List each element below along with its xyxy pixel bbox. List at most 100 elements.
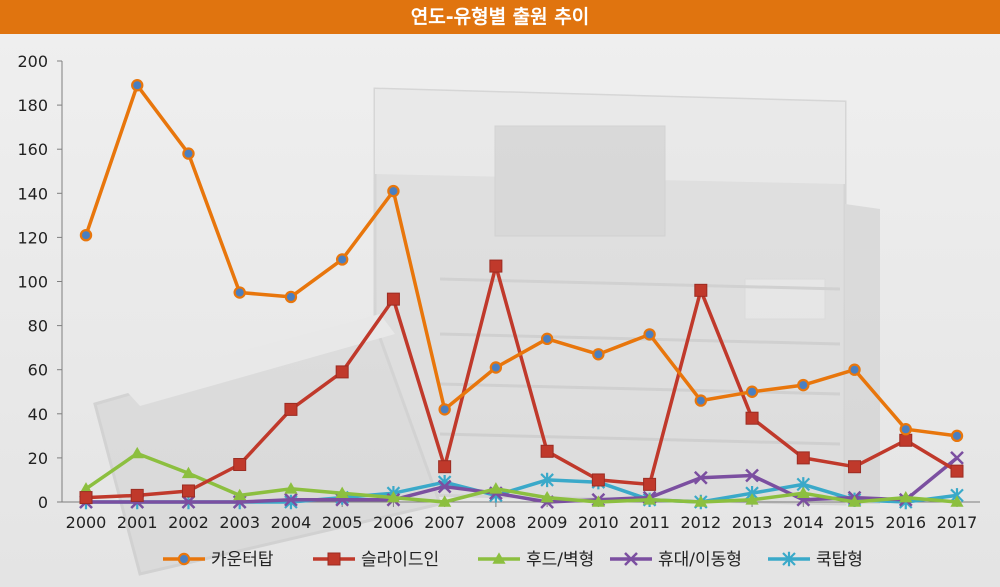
legend-item: 슬라이드인: [313, 550, 439, 570]
x-tick-label: 2013: [732, 513, 773, 532]
x-tick-label: 2010: [578, 513, 619, 532]
x-tick-label: 2004: [271, 513, 312, 532]
legend-label: 후드/벽형: [526, 550, 594, 570]
data-point: [284, 402, 298, 416]
legend-item: 후드/벽형: [478, 550, 594, 570]
data-point: [848, 460, 862, 474]
y-tick-label: 180: [17, 96, 48, 115]
data-point: [284, 482, 298, 494]
y-tick-label: 0: [38, 493, 48, 512]
data-point: [591, 495, 605, 507]
data-point: [797, 378, 810, 392]
x-tick-label: 2009: [527, 513, 568, 532]
legend-marker: [782, 551, 796, 567]
data-point: [489, 259, 503, 273]
y-tick-label: 120: [17, 228, 48, 247]
y-tick-label: 140: [17, 184, 48, 203]
series-3: [79, 446, 964, 507]
x-tick-label: 2012: [680, 513, 721, 532]
data-point: [643, 477, 657, 491]
data-point: [745, 468, 759, 483]
y-tick-label: 60: [28, 361, 48, 380]
data-point: [387, 184, 400, 198]
data-point: [848, 363, 861, 376]
data-point: [693, 470, 708, 485]
series-line: [86, 456, 959, 504]
data-point: [284, 494, 298, 510]
data-point: [899, 433, 913, 447]
y-tick-label: 160: [17, 140, 48, 159]
data-point: [181, 484, 195, 498]
data-point: [437, 479, 452, 494]
legend-item: 카운터탑: [163, 550, 274, 570]
y-tick-label: 80: [28, 317, 48, 336]
data-point: [796, 486, 810, 498]
data-point: [335, 486, 349, 498]
data-point: [489, 482, 503, 494]
data-point: [79, 228, 93, 242]
data-point: [438, 495, 452, 507]
x-tick-label: 2016: [885, 513, 926, 532]
data-point: [899, 490, 913, 503]
y-tick-label: 100: [17, 273, 48, 292]
data-point: [182, 147, 195, 160]
data-point: [130, 446, 144, 459]
data-point: [181, 466, 196, 479]
x-tick-label: 2011: [629, 513, 670, 532]
series-2: [79, 259, 964, 505]
data-point: [540, 444, 554, 458]
legend-label: 슬라이드인: [361, 550, 439, 570]
data-point: [540, 472, 554, 488]
legend-item: 쿡탑형: [768, 550, 863, 570]
data-point: [745, 493, 759, 505]
data-point: [643, 328, 656, 341]
series-line: [85, 264, 958, 500]
legend-marker: [492, 552, 506, 564]
data-point: [592, 348, 605, 361]
data-point: [899, 423, 912, 436]
y-tick-label: 20: [28, 449, 48, 468]
x-tick-label: 2015: [834, 513, 875, 532]
legend-item: 휴대/이동형: [610, 550, 742, 570]
data-point: [950, 429, 964, 443]
data-point: [591, 473, 605, 487]
x-tick-label: 2001: [117, 513, 158, 532]
axes: 0 20 40 60 80 100 120 140 160 180 200 2000 2001 2002 2…: [17, 52, 980, 532]
data-point: [79, 491, 93, 505]
data-point: [335, 253, 349, 266]
x-tick-label: 2008: [476, 513, 517, 532]
line-chart: 0 20 40 60 80 100 120 140 160 180 200 2000 2001 2002 2…: [0, 34, 1000, 587]
data-point: [950, 451, 964, 465]
data-point: [745, 411, 759, 425]
series-line: [84, 83, 958, 438]
data-point: [745, 385, 759, 398]
data-point: [950, 495, 964, 507]
data-point: [796, 451, 810, 465]
data-point: [489, 361, 503, 374]
data-point: [233, 488, 247, 501]
legend-marker: [327, 552, 341, 566]
data-point: [130, 488, 144, 502]
legend-marker: [177, 552, 191, 566]
x-tick-label: 2014: [783, 513, 824, 532]
data-point: [694, 394, 708, 407]
x-tick-label: 2003: [219, 513, 260, 532]
data-point: [131, 79, 144, 92]
data-point: [438, 403, 451, 416]
chart-title: 연도-유형별 출원 추이: [0, 0, 1000, 34]
x-tick-label: 2017: [937, 513, 978, 532]
data-point: [386, 292, 400, 306]
data-point: [233, 286, 246, 299]
data-point: [284, 492, 298, 507]
data-point: [694, 283, 708, 297]
legend-label: 카운터탑: [211, 550, 274, 570]
x-tick-label: 2002: [168, 513, 209, 532]
data-point: [438, 460, 452, 474]
data-point: [540, 332, 554, 346]
data-point: [181, 495, 196, 509]
legend-label: 휴대/이동형: [658, 550, 742, 570]
legend-marker: [624, 552, 638, 566]
data-point: [540, 490, 554, 503]
x-tick-label: 2007: [424, 513, 465, 532]
x-tick-label: 2000: [66, 513, 107, 532]
